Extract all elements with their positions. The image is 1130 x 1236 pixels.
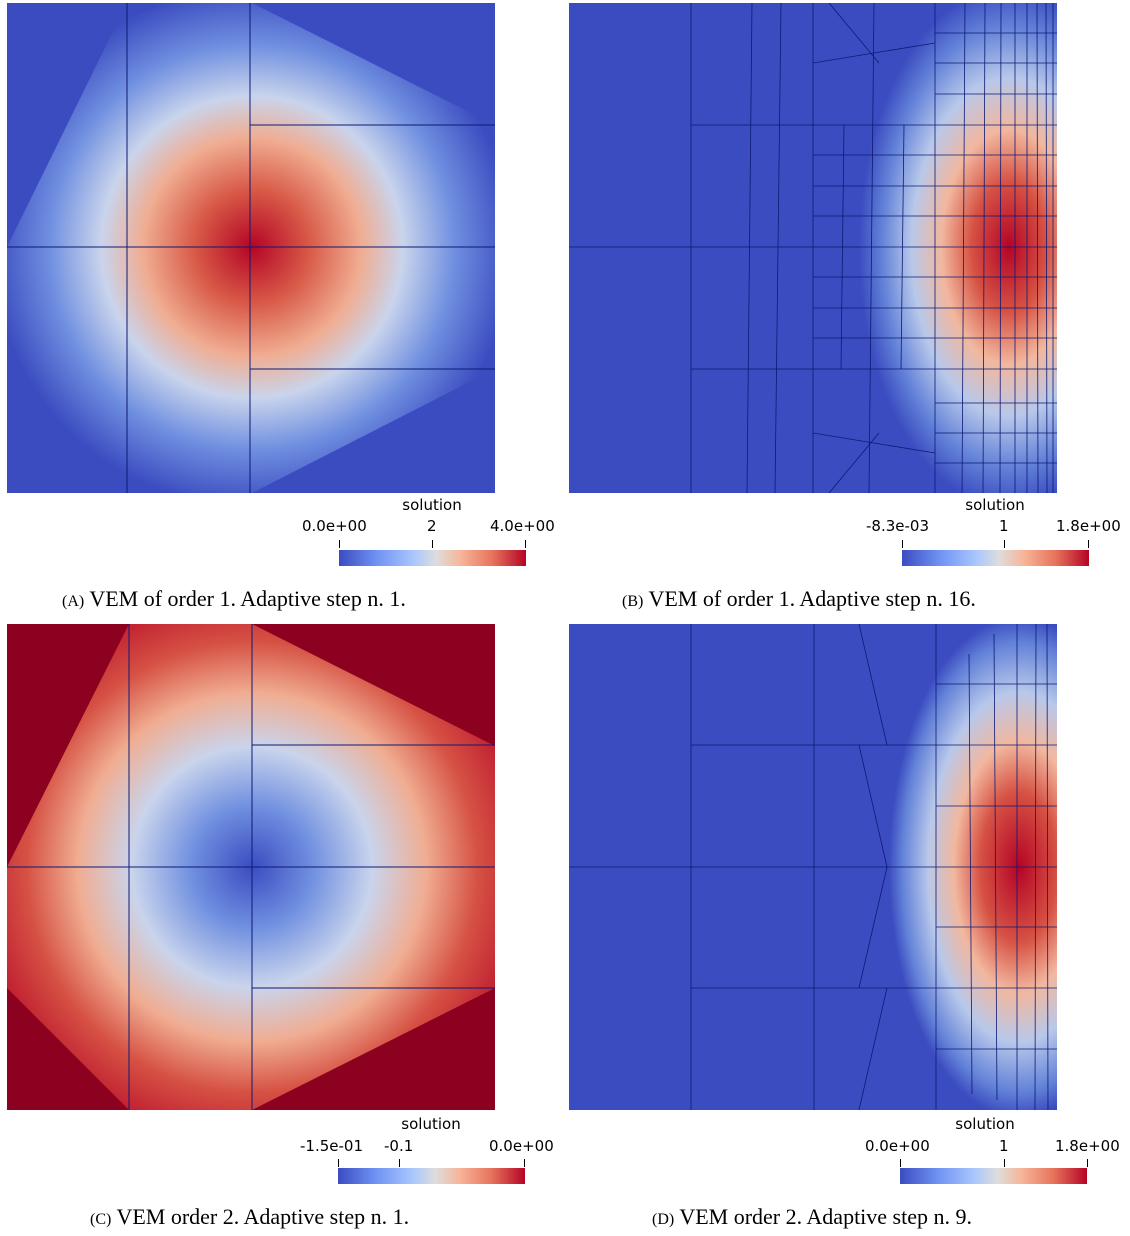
colorbar-tick xyxy=(399,1159,400,1167)
solution-plot-b xyxy=(569,3,1057,493)
colorbar-min-label: -8.3e-03 xyxy=(866,517,929,535)
solution-plot-d xyxy=(569,624,1057,1110)
colorbar-mid-label: 1 xyxy=(999,517,1009,535)
colorbar-min-label: -1.5e-01 xyxy=(300,1137,363,1155)
colorbar-mid-label: 1 xyxy=(999,1137,1009,1155)
colorbar-tick xyxy=(902,540,903,548)
solution-plot-a xyxy=(7,3,495,493)
colorbar-tick xyxy=(1004,1159,1005,1167)
caption-d: (D) VEM order 2. Adaptive step n. 9. xyxy=(652,1204,972,1230)
caption-text: VEM of order 1. Adaptive step n. 16. xyxy=(648,586,976,611)
colorbar-title: solution xyxy=(402,496,462,514)
colorbar-max-label: 4.0e+00 xyxy=(490,517,555,535)
caption-text: VEM order 2. Adaptive step n. 1. xyxy=(116,1204,410,1229)
caption-tag: (D) xyxy=(652,1211,675,1228)
colorbar-tick xyxy=(1087,1159,1088,1167)
colorbar xyxy=(900,1168,1087,1184)
colorbar-tick xyxy=(525,540,526,548)
caption-c: (C) VEM order 2. Adaptive step n. 1. xyxy=(90,1204,409,1230)
caption-tag: (B) xyxy=(622,593,644,610)
solution-plot-c xyxy=(7,624,495,1110)
colorbar xyxy=(339,550,526,566)
colorbar-min-label: 0.0e+00 xyxy=(865,1137,930,1155)
colorbar-max-label: 0.0e+00 xyxy=(489,1137,554,1155)
caption-text: VEM order 2. Adaptive step n. 9. xyxy=(679,1204,972,1229)
colorbar-mid-label: -0.1 xyxy=(384,1137,414,1155)
colorbar-min-label: 0.0e+00 xyxy=(302,517,367,535)
colorbar-max-label: 1.8e+00 xyxy=(1056,517,1121,535)
colorbar-title: solution xyxy=(401,1115,461,1133)
colorbar-tick xyxy=(1088,540,1089,548)
colorbar-tick xyxy=(339,540,340,548)
caption-tag: (C) xyxy=(90,1211,112,1228)
colorbar-mid-label: 2 xyxy=(427,517,437,535)
colorbar-max-label: 1.8e+00 xyxy=(1055,1137,1120,1155)
colorbar-tick xyxy=(900,1159,901,1167)
colorbar xyxy=(338,1168,525,1184)
colorbar-tick xyxy=(1004,540,1005,548)
caption-a: (A) VEM of order 1. Adaptive step n. 1. xyxy=(62,586,406,612)
colorbar-tick xyxy=(432,540,433,548)
caption-tag: (A) xyxy=(62,593,85,610)
caption-b: (B) VEM of order 1. Adaptive step n. 16. xyxy=(622,586,976,612)
colorbar-tick xyxy=(524,1159,525,1167)
colorbar-tick xyxy=(338,1159,339,1167)
colorbar-title: solution xyxy=(965,496,1025,514)
colorbar-title: solution xyxy=(955,1115,1015,1133)
colorbar xyxy=(902,550,1089,566)
caption-text: VEM of order 1. Adaptive step n. 1. xyxy=(89,586,406,611)
